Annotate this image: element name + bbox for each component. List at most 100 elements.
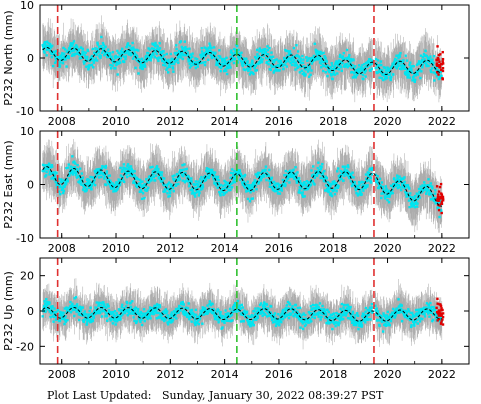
data-point: [370, 67, 373, 70]
data-point: [249, 191, 252, 194]
data-point: [154, 50, 157, 53]
data-point: [320, 59, 323, 62]
data-point: [92, 66, 95, 69]
data-point: [131, 169, 135, 173]
data-point: [94, 171, 97, 174]
data-point: [252, 189, 255, 193]
data-point: [171, 62, 174, 65]
data-point: [423, 181, 426, 184]
data-point: [267, 168, 271, 172]
data-point: [194, 57, 197, 60]
data-point: [53, 176, 57, 180]
data-point: [44, 46, 48, 49]
data-point: [200, 180, 204, 183]
data-point: [215, 60, 219, 63]
data-point: [347, 57, 350, 60]
data-point: [175, 183, 178, 187]
data-point: [428, 192, 431, 195]
data-point: [284, 183, 287, 187]
data-point: [131, 41, 134, 45]
data-point: [200, 56, 203, 59]
data-point: [232, 53, 235, 57]
data-point: [166, 71, 170, 74]
data-point: [272, 180, 276, 184]
data-point: [102, 47, 106, 50]
data-point: [61, 61, 65, 65]
data-point: [271, 55, 275, 58]
data-point: [358, 183, 361, 187]
data-point: [376, 59, 380, 62]
data-point: [276, 189, 279, 193]
data-point: [326, 181, 330, 184]
data-point: [149, 166, 152, 169]
data-point: [187, 60, 190, 63]
data-point: [240, 51, 243, 54]
data-point: [257, 182, 260, 185]
data-point: [394, 57, 397, 61]
data-point: [304, 68, 308, 71]
data-point: [272, 71, 275, 74]
data-point: [166, 66, 169, 70]
data-point: [433, 79, 436, 82]
data-point: [385, 195, 388, 198]
data-point: [138, 66, 142, 69]
data-point: [206, 176, 209, 179]
data-point: [118, 180, 121, 183]
data-point: [109, 67, 113, 70]
data-point: [175, 47, 178, 51]
data-point: [216, 186, 219, 189]
y-tick-label: -10: [16, 105, 34, 118]
data-point: [250, 197, 253, 201]
data-point: [428, 189, 432, 192]
data-point: [122, 163, 126, 166]
data-point: [261, 170, 264, 174]
data-point: [393, 60, 396, 64]
data-point: [44, 167, 47, 171]
data-point: [340, 69, 344, 73]
data-point: [267, 62, 270, 66]
data-point: [219, 183, 223, 187]
data-point: [163, 57, 167, 61]
data-point: [351, 64, 354, 67]
data-point: [398, 175, 401, 178]
data-point: [411, 79, 414, 82]
data-point: [176, 178, 179, 182]
data-point: [133, 174, 137, 178]
data-point: [360, 69, 363, 72]
data-point: [346, 164, 350, 167]
data-point: [80, 183, 83, 186]
data-point: [265, 56, 268, 60]
data-point: [231, 168, 234, 171]
data-point: [267, 59, 271, 63]
data-point: [93, 58, 97, 62]
data-point: [62, 55, 66, 58]
data-point: [387, 201, 391, 204]
data-point: [119, 174, 123, 177]
data-point: [388, 67, 391, 71]
data-point: [263, 175, 266, 178]
data-point: [215, 61, 218, 64]
data-point: [105, 183, 108, 187]
data-point: [415, 192, 418, 195]
data-point: [273, 59, 277, 62]
data-point: [70, 168, 74, 171]
data-point: [315, 174, 319, 177]
data-point: [112, 187, 115, 190]
data-point: [357, 180, 361, 184]
data-point: [199, 178, 202, 181]
data-point: [195, 58, 199, 61]
data-point: [434, 189, 437, 192]
data-point: [273, 69, 276, 73]
data-point: [248, 184, 251, 187]
data-point: [70, 50, 73, 53]
data-point: [129, 171, 132, 174]
data-point: [239, 55, 243, 58]
data-point: [174, 53, 178, 56]
data-point: [219, 69, 222, 73]
data-point: [399, 64, 402, 67]
data-point: [61, 181, 64, 184]
data-point: [403, 176, 406, 179]
data-point: [155, 165, 159, 168]
data-point: [66, 179, 70, 183]
outlier-point: [441, 66, 445, 70]
